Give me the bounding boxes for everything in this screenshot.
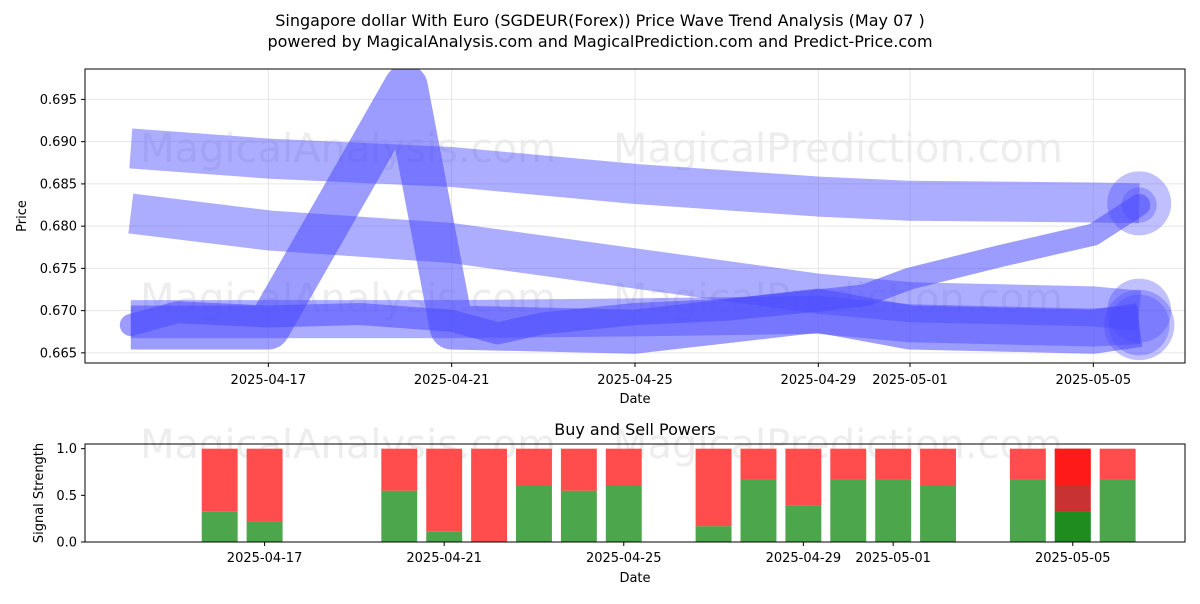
sell-power-bar bbox=[875, 448, 912, 480]
buy-power-bar bbox=[381, 490, 418, 542]
buy-power-bar bbox=[920, 486, 957, 542]
price-ytick-label: 0.675 bbox=[40, 262, 77, 277]
buy-power-bar bbox=[1009, 479, 1046, 542]
sell-power-bar bbox=[740, 448, 777, 480]
wave-end-cap bbox=[1108, 294, 1170, 356]
sell-power-bar bbox=[201, 448, 238, 512]
buy-strong-bar bbox=[1054, 511, 1091, 542]
powers-xtick-label: 2025-05-05 bbox=[1035, 551, 1111, 566]
buy-power-bar bbox=[560, 490, 597, 542]
buy-power-bar bbox=[516, 486, 552, 542]
buy-power-bar bbox=[426, 531, 463, 542]
price-ytick-label: 0.670 bbox=[40, 304, 77, 319]
powers-xtick-label: 2025-04-25 bbox=[586, 551, 662, 566]
price-xtick-label: 2025-04-25 bbox=[597, 373, 673, 388]
buy-power-bar bbox=[605, 486, 642, 542]
sell-power-bar bbox=[695, 448, 732, 527]
sell-power-bar bbox=[785, 448, 822, 506]
sell-power-bar bbox=[381, 448, 418, 491]
price-ytick-label: 0.690 bbox=[40, 135, 77, 150]
powers-xtick-label: 2025-05-01 bbox=[855, 551, 931, 566]
wave-end-cap bbox=[1121, 187, 1157, 223]
buy-power-bar bbox=[830, 479, 867, 542]
price-ytick-label: 0.665 bbox=[40, 346, 77, 361]
sell-power-bar bbox=[1009, 448, 1046, 480]
price-xtick-label: 2025-04-17 bbox=[231, 373, 307, 388]
mixed-power-bar bbox=[1054, 486, 1091, 512]
sell-strong-bar bbox=[1054, 448, 1091, 486]
price-xtick-label: 2025-05-01 bbox=[872, 373, 948, 388]
price-ytick-label: 0.680 bbox=[40, 220, 77, 235]
wave-end-cap bbox=[1103, 289, 1175, 361]
buy-power-bar bbox=[875, 479, 912, 542]
price-ytick-label: 0.685 bbox=[40, 177, 77, 192]
sell-power-bar bbox=[560, 448, 597, 491]
price-waves bbox=[119, 69, 1175, 361]
price-ylabel: Price bbox=[15, 200, 30, 232]
price-y-axis: 0.665 0.670 0.675 0.680 0.685 0.690 0.695 bbox=[40, 93, 85, 361]
price-xlabel: Date bbox=[619, 392, 650, 407]
powers-title: Buy and Sell Powers bbox=[554, 420, 716, 439]
powers-x-axis: 2025-04-17 2025-04-21 2025-04-25 2025-04-29… bbox=[227, 542, 1111, 566]
powers-ytick-label: 0.0 bbox=[56, 536, 77, 551]
powers-xlabel: Date bbox=[619, 571, 650, 586]
buy-power-bar bbox=[695, 526, 732, 542]
wave-series-line bbox=[129, 128, 1140, 224]
wave-series-line bbox=[119, 194, 1151, 345]
buy-power-bar bbox=[785, 505, 822, 542]
price-watermark-2: MagicalPrediction.com bbox=[613, 126, 1063, 172]
buy-power-bar bbox=[1099, 479, 1136, 542]
sell-power-bar bbox=[920, 448, 957, 486]
powers-bars bbox=[201, 448, 1136, 542]
powers-ylabel: Signal Strength bbox=[32, 443, 47, 543]
price-xtick-label: 2025-04-29 bbox=[781, 373, 857, 388]
powers-xtick-label: 2025-04-17 bbox=[227, 551, 303, 566]
powers-xtick-label: 2025-04-29 bbox=[766, 551, 842, 566]
buy-power-bar bbox=[201, 511, 238, 542]
price-xtick-label: 2025-05-05 bbox=[1056, 373, 1132, 388]
price-panel: MagicalAnalysis.com MagicalPrediction.co… bbox=[15, 68, 1186, 407]
price-x-axis: 2025-04-17 2025-04-21 2025-04-25 2025-04-29… bbox=[231, 363, 1132, 388]
sell-power-bar bbox=[516, 448, 552, 486]
powers-y-axis: 0.0 0.5 1.0 bbox=[56, 442, 85, 551]
buy-power-bar bbox=[246, 521, 283, 542]
powers-ytick-label: 1.0 bbox=[56, 442, 77, 457]
sell-power-bar bbox=[1099, 448, 1136, 480]
wave-series-line bbox=[130, 69, 1143, 354]
powers-xtick-label: 2025-04-21 bbox=[406, 551, 482, 566]
sell-power-bar bbox=[830, 448, 867, 480]
chart-title: Singapore dollar With Euro (SGDEUR(Forex… bbox=[275, 11, 925, 30]
price-ytick-label: 0.695 bbox=[40, 93, 77, 108]
price-xtick-label: 2025-04-21 bbox=[414, 373, 490, 388]
powers-panel: MagicalAnalysis.com MagicalPrediction.co… bbox=[32, 420, 1186, 586]
sell-power-bar bbox=[426, 448, 463, 532]
sell-power-bar bbox=[246, 448, 283, 522]
buy-power-bar bbox=[740, 479, 777, 542]
chart-subtitle: powered by MagicalAnalysis.com and Magic… bbox=[267, 32, 932, 51]
powers-plot-frame bbox=[84, 443, 1186, 543]
sell-power-bar bbox=[605, 448, 642, 486]
sell-power-bar bbox=[471, 448, 508, 542]
powers-ytick-label: 0.5 bbox=[56, 489, 77, 504]
